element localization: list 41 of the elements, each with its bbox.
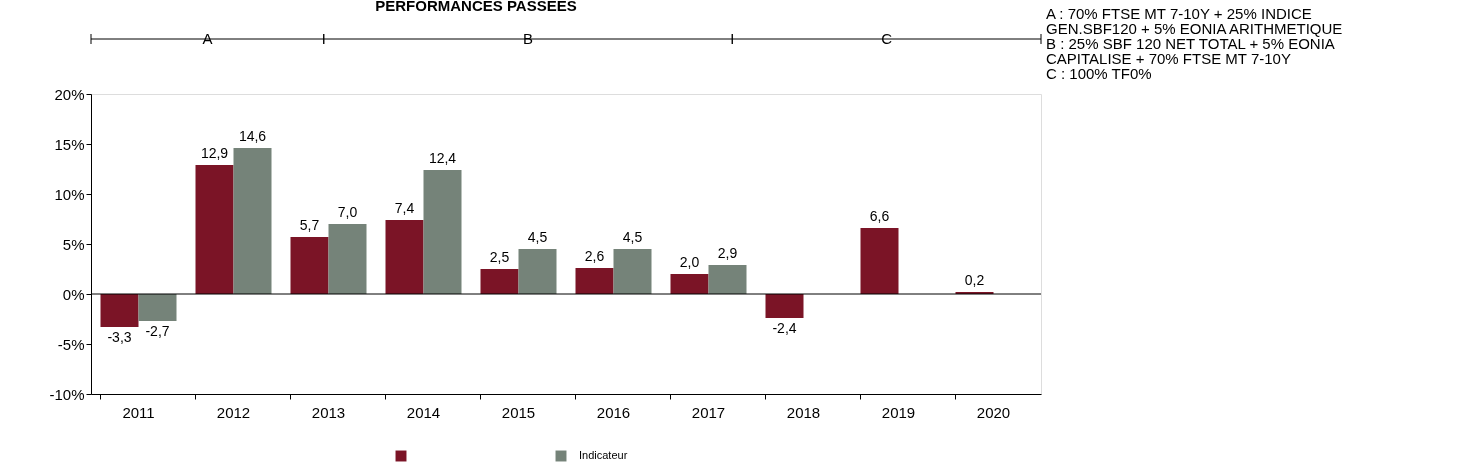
x-tick-label: 2018 xyxy=(786,403,821,421)
data-label: 2,9 xyxy=(717,245,738,261)
data-label: 12,4 xyxy=(428,150,457,166)
text: C xyxy=(881,30,893,47)
x-tick-label: 2011 xyxy=(122,403,155,421)
x-tick-label: 2014 xyxy=(406,403,441,421)
text: A : 70% FTSE MT 7-10Y + 25% INDICE GEN.SBF120 + 5% EONIA ARITHMETIQUE xyxy=(1046,5,1343,37)
data-label: 7,4 xyxy=(394,200,415,216)
text: A xyxy=(202,30,213,47)
x-tick-label: 2013 xyxy=(311,403,346,421)
data-label: 12,9 xyxy=(200,145,229,161)
chart-title: PERFORMANCES PASSEES xyxy=(375,0,577,14)
text: B xyxy=(522,30,534,47)
data-label: -2,7 xyxy=(145,323,170,339)
data-label: 2,6 xyxy=(584,248,605,264)
text: C : 100% TF0% xyxy=(1046,65,1152,82)
y-tick-label: 20% xyxy=(54,85,85,103)
data-label: 0,2 xyxy=(964,272,985,288)
y-tick-label: -10% xyxy=(49,385,85,403)
y-tick-label: 0% xyxy=(62,285,85,303)
data-label: 2,0 xyxy=(679,254,700,270)
legend-label: Indicateur xyxy=(579,449,628,461)
data-label: 6,6 xyxy=(869,208,890,224)
x-tick-label: 2015 xyxy=(501,403,536,421)
x-tick-label: 2019 xyxy=(881,403,916,421)
x-tick-label: 2012 xyxy=(216,403,251,421)
data-label: 4,5 xyxy=(622,229,643,245)
data-label: 7,0 xyxy=(337,204,358,220)
data-label: 14,6 xyxy=(238,128,267,144)
data-label: -3,3 xyxy=(107,329,132,345)
x-tick-label: 2017 xyxy=(691,403,726,421)
y-tick-label: 5% xyxy=(62,235,85,253)
y-tick-label: -5% xyxy=(57,335,85,353)
data-label: 2,5 xyxy=(489,249,510,265)
x-tick-label: 2020 xyxy=(976,403,1011,421)
y-tick-label: 10% xyxy=(54,185,85,203)
data-label: 4,5 xyxy=(527,229,548,245)
y-tick-label: 15% xyxy=(54,135,85,153)
x-tick-label: 2016 xyxy=(596,403,631,421)
data-label: -2,4 xyxy=(772,320,797,336)
data-label: 5,7 xyxy=(299,217,320,233)
